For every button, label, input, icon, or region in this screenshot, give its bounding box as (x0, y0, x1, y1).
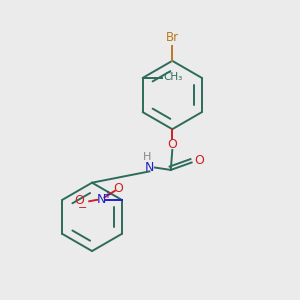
Text: H: H (143, 152, 151, 162)
Text: +: + (103, 190, 111, 200)
Text: O: O (167, 138, 177, 151)
Text: CH₃: CH₃ (163, 72, 182, 82)
Text: −: − (78, 203, 87, 213)
Text: Br: Br (166, 32, 179, 44)
Text: N: N (97, 193, 106, 206)
Text: N: N (145, 161, 154, 174)
Text: O: O (113, 182, 123, 195)
Text: O: O (195, 154, 205, 167)
Text: O: O (75, 194, 85, 207)
